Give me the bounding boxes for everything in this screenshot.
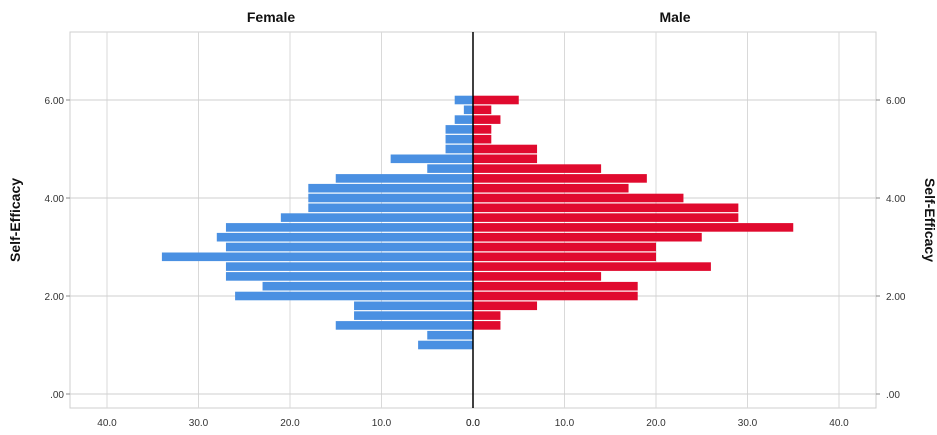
y-tick-label-left: 2.00 [45, 292, 65, 303]
female-bars [161, 95, 474, 350]
male-bar [473, 321, 501, 330]
female-bar [418, 340, 473, 350]
male-bar [473, 203, 739, 213]
x-tick-label-right: 20.0 [646, 418, 666, 429]
panel-title-male: Male [659, 9, 690, 25]
female-bar [280, 213, 473, 222]
male-bar [473, 125, 492, 134]
male-bar [473, 223, 794, 232]
male-bar [473, 242, 656, 252]
male-bar [473, 193, 684, 203]
female-bar [445, 134, 473, 144]
female-bar [225, 223, 473, 232]
y-axis-title-right: Self-Efficacy [922, 178, 937, 262]
male-bar [473, 281, 638, 291]
y-tick-label-right: 2.00 [886, 292, 906, 303]
female-bar [235, 291, 473, 301]
male-bar [473, 252, 656, 262]
female-bar [335, 174, 473, 183]
female-bar [225, 242, 473, 252]
female-bar [427, 164, 473, 173]
female-bar [463, 105, 473, 115]
male-bar [473, 262, 711, 271]
female-bar [445, 144, 473, 154]
female-bar [308, 203, 473, 213]
x-tick-label-right: 40.0 [829, 418, 849, 429]
male-bar [473, 154, 538, 164]
female-bar [390, 154, 473, 164]
male-bar [473, 301, 538, 311]
x-tick-label-right: 10.0 [555, 418, 575, 429]
female-bar [308, 193, 473, 203]
male-bar [473, 115, 501, 124]
x-ticks-left: 40.0 30.0 20.0 10.0 0.0 [97, 418, 480, 429]
male-bar [473, 291, 638, 301]
female-bar [445, 125, 473, 134]
x-tick-label-left: 30.0 [189, 418, 209, 429]
male-bar [473, 311, 501, 320]
y-tick-label-right: 6.00 [886, 96, 906, 107]
male-bar [473, 144, 538, 154]
male-bar [473, 95, 519, 105]
male-bar [473, 232, 702, 242]
y-ticks-left: .00 2.00 4.00 6.00 [45, 96, 70, 401]
male-bar [473, 183, 629, 193]
panel-title-female: Female [247, 9, 295, 25]
x-tick-label-right: 30.0 [738, 418, 758, 429]
x-tick-label-left: 40.0 [97, 418, 117, 429]
female-bar [308, 183, 473, 193]
y-ticks-right: .00 2.00 4.00 6.00 [876, 96, 906, 401]
x-tick-label-left: 20.0 [280, 418, 300, 429]
female-bar [262, 281, 473, 291]
female-bar [427, 330, 473, 340]
female-bar [454, 95, 473, 105]
y-axis-title-left: Self-Efficacy [7, 178, 23, 262]
male-bar [473, 272, 602, 281]
female-bar [161, 252, 473, 262]
x-tick-label-left: 0.0 [466, 418, 480, 429]
x-ticks-right: 0.0 10.0 20.0 30.0 40.0 [466, 418, 849, 429]
male-bar [473, 174, 647, 183]
male-bar [473, 134, 492, 144]
y-tick-label-left: 4.00 [45, 194, 65, 205]
x-tick-label-left: 10.0 [372, 418, 392, 429]
y-tick-label-left: 6.00 [45, 96, 65, 107]
male-bar [473, 164, 602, 173]
female-bar [335, 321, 473, 330]
y-tick-label-right: .00 [886, 390, 900, 401]
male-bar [473, 213, 739, 222]
male-bar [473, 105, 492, 115]
y-tick-label-left: .00 [50, 390, 64, 401]
female-bar [225, 272, 473, 281]
male-bars [473, 95, 794, 330]
female-bar [454, 115, 473, 124]
female-bar [354, 301, 473, 311]
y-tick-label-right: 4.00 [886, 194, 906, 205]
female-bar [216, 232, 474, 242]
female-bar [225, 262, 473, 271]
x-tick-label-right: 0.0 [466, 418, 480, 429]
female-bar [354, 311, 473, 320]
